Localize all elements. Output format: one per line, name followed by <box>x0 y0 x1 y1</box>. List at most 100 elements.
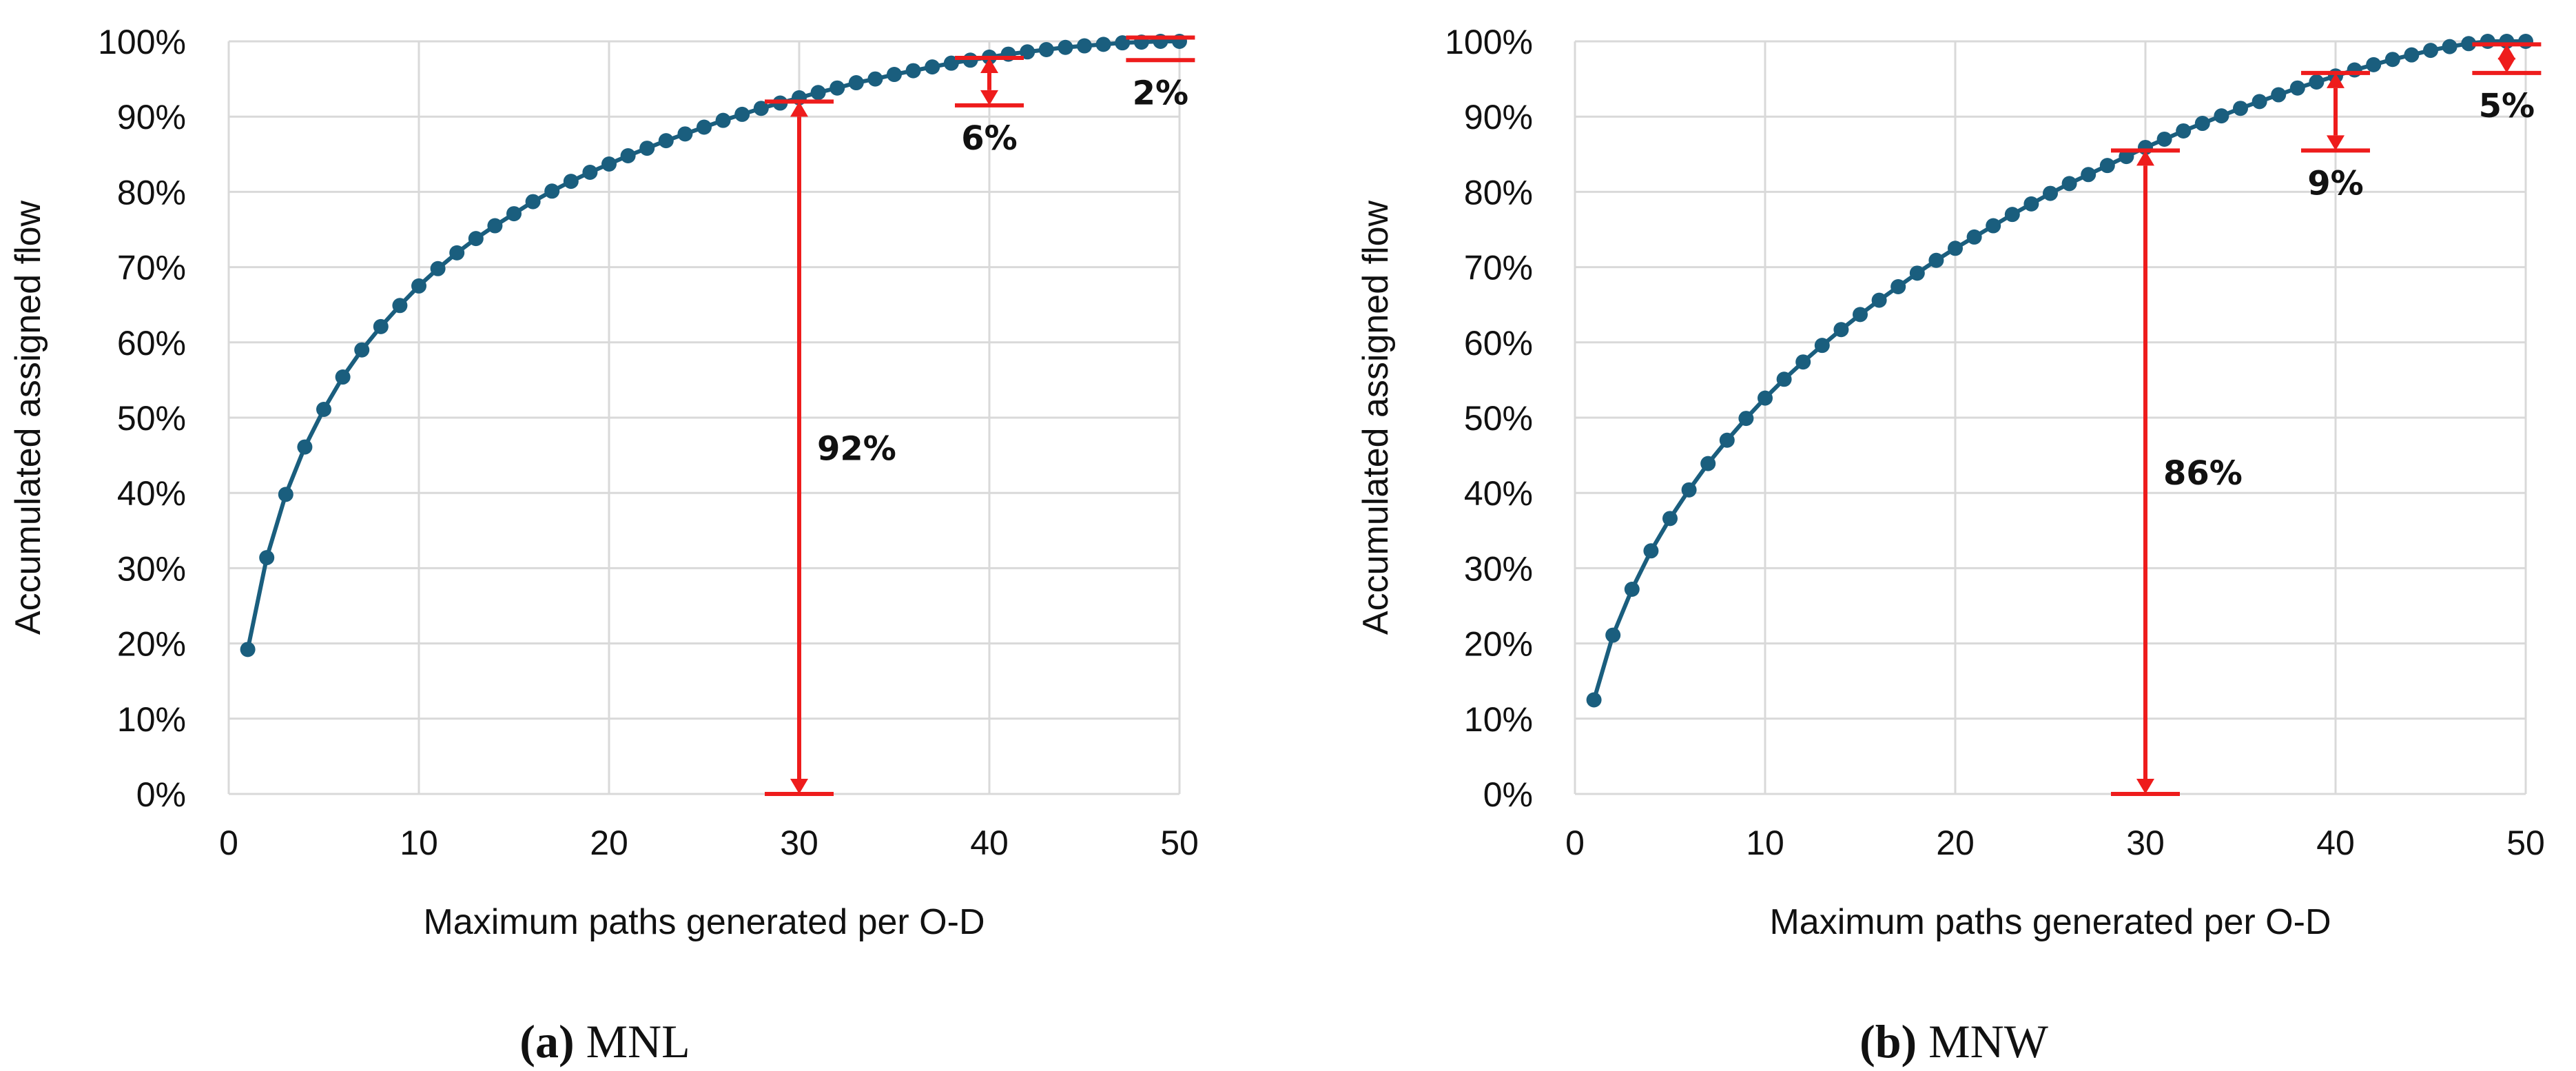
data-point <box>1020 44 1035 60</box>
y-tick-label: 10% <box>117 700 186 739</box>
data-point <box>1853 307 1868 323</box>
data-point <box>1624 581 1640 597</box>
y-tick-label: 100% <box>98 23 186 61</box>
data-point <box>2480 34 2495 49</box>
data-point <box>373 318 389 334</box>
annotation-arrowhead-up <box>2497 44 2516 60</box>
data-point <box>1738 411 1754 427</box>
data-point <box>867 71 883 87</box>
data-point <box>2271 87 2287 103</box>
data-point <box>1605 627 1621 643</box>
y-tick-label: 100% <box>1445 23 1533 61</box>
caption-a-text: MNL <box>586 1015 690 1068</box>
data-point <box>449 245 465 261</box>
data-point <box>316 401 331 417</box>
data-point <box>962 52 978 68</box>
y-tick-label: 30% <box>117 549 186 588</box>
x-tick-label: 10 <box>1746 824 1784 862</box>
data-point <box>1095 37 1111 52</box>
data-point <box>1700 456 1716 471</box>
data-point <box>240 642 256 657</box>
x-tick-label: 20 <box>1936 824 1975 862</box>
data-point <box>2061 176 2077 192</box>
annotation-arrowhead-down <box>2327 135 2345 151</box>
annotation-label: 6% <box>961 119 1018 158</box>
data-point <box>2119 149 2134 165</box>
data-point <box>1038 42 1054 58</box>
y-tick-label: 50% <box>117 399 186 438</box>
x-tick-label: 50 <box>2506 824 2545 862</box>
series-line <box>245 39 1179 650</box>
y-tick-label: 10% <box>1464 700 1533 739</box>
data-point <box>2347 62 2362 78</box>
y-tick-label: 20% <box>117 625 186 664</box>
data-point <box>1586 692 1602 708</box>
data-point <box>715 112 731 128</box>
annotation-label: 86% <box>2163 454 2243 493</box>
y-tick-label: 20% <box>1464 625 1533 664</box>
annotation-label: 5% <box>2479 87 2535 125</box>
data-point <box>1948 241 1963 256</box>
data-point <box>1909 265 1925 281</box>
data-point <box>335 369 351 385</box>
data-point <box>411 278 426 294</box>
data-point <box>830 80 845 96</box>
caption-b: (b) MNW <box>1859 1015 2049 1068</box>
annotation-arrowhead-down <box>2136 779 2154 794</box>
data-point <box>297 439 313 455</box>
data-point <box>2099 158 2115 174</box>
annotation-label: 92% <box>817 430 896 469</box>
annotation-arrowhead-up <box>790 101 808 117</box>
y-tick-label: 0% <box>1483 775 1533 814</box>
y-tick-label: 50% <box>1464 399 1533 438</box>
data-point <box>2384 52 2400 68</box>
caption-b-label: (b) <box>1859 1015 1917 1068</box>
chart-a-mnl: 0% 10% 20% 30% 40% 50% 60% 70% 80% 90% 100% 0 10 20 30… <box>8 23 1199 942</box>
y-tick-label: 40% <box>1464 474 1533 513</box>
x-tick-label: 40 <box>2316 824 2355 862</box>
data-point <box>2081 167 2096 183</box>
x-tick-label: 40 <box>970 824 1009 862</box>
data-point <box>1719 432 1735 448</box>
y-tick-label: 70% <box>117 249 186 287</box>
data-point <box>2214 108 2229 124</box>
data-point <box>2004 207 2020 223</box>
data-point <box>697 119 712 135</box>
x-tick-label: 10 <box>400 824 438 862</box>
data-point <box>2023 196 2039 212</box>
data-point <box>2423 43 2438 59</box>
annotation-arrowhead-up <box>2136 150 2154 166</box>
data-point <box>1776 371 1792 387</box>
data-point <box>563 174 579 190</box>
data-point <box>658 133 674 149</box>
data-point <box>1986 218 2001 234</box>
data-point <box>848 75 864 91</box>
data-point <box>259 550 275 566</box>
data-point <box>525 194 541 210</box>
data-point <box>2461 36 2477 52</box>
data-point <box>753 101 769 116</box>
caption-a-label: (a) <box>519 1015 574 1068</box>
data-point <box>1814 338 1830 354</box>
x-tick-label: 20 <box>590 824 628 862</box>
data-point <box>905 63 921 79</box>
y-tick-label: 90% <box>1464 98 1533 136</box>
data-point <box>810 85 826 101</box>
data-point <box>1871 292 1887 308</box>
data-point <box>2156 131 2172 147</box>
data-point <box>734 106 750 122</box>
data-point <box>1795 354 1811 370</box>
data-point <box>1758 390 1773 406</box>
x-tick-label: 30 <box>2126 824 2165 862</box>
data-point <box>2442 39 2457 54</box>
series-line <box>1591 39 2526 701</box>
y-axis-title: Accumulated assigned flow <box>8 200 48 635</box>
chart-b-mnw: 0% 10% 20% 30% 40% 50% 60% 70% 80% 90% 100% 0 10 20 30… <box>1356 23 2545 942</box>
data-point <box>601 156 617 172</box>
data-point <box>2366 57 2382 72</box>
data-point <box>582 165 598 181</box>
data-point <box>430 261 446 276</box>
data-point <box>544 183 560 199</box>
data-point <box>1662 511 1678 527</box>
data-point <box>2309 74 2325 90</box>
